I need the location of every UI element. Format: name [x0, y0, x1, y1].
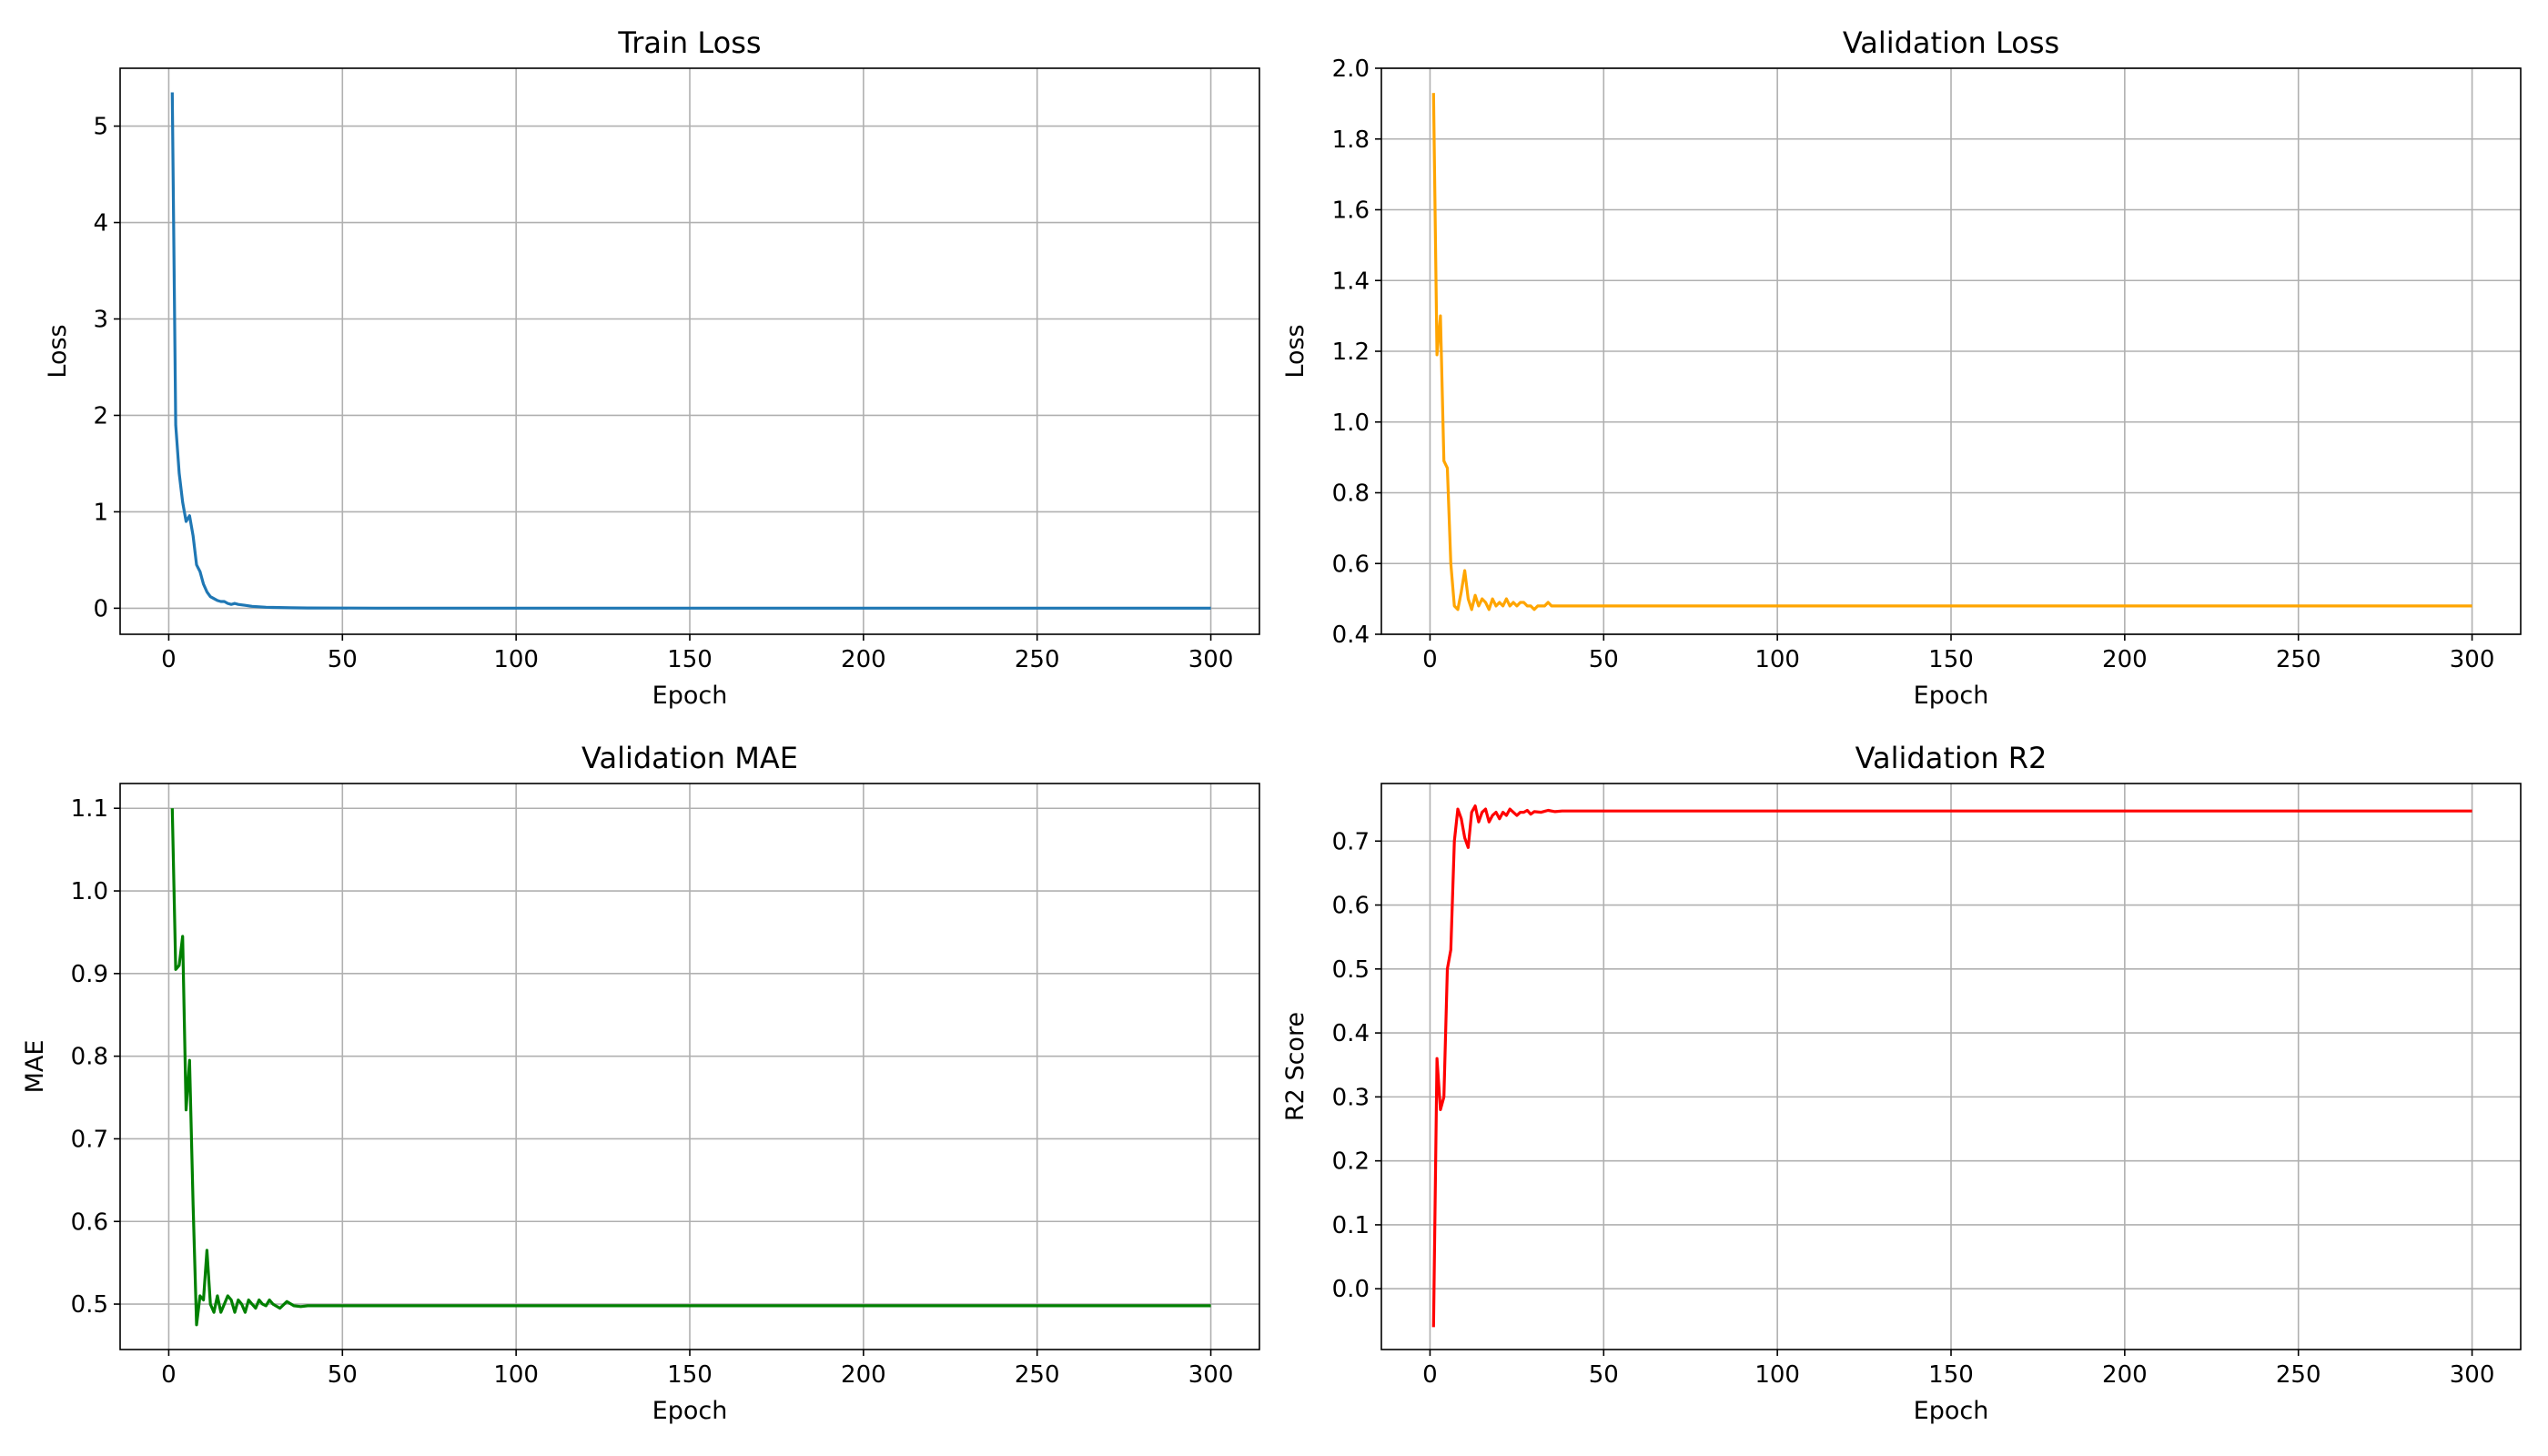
x-tick-label: 100 [493, 1361, 539, 1389]
y-tick-label: 0.8 [71, 1044, 108, 1071]
chart-title: Train Loss [617, 25, 761, 60]
chart-panel-4: 0 50 100 150 200 250 300 0.0 0.1 0.2 0.3 0.4 0.5 0.6 0… [1281, 741, 2522, 1425]
y-tick-label: 1.0 [1332, 410, 1370, 437]
y-tick-label: 0.0 [1332, 1276, 1370, 1303]
y-tick-label: 0.6 [1332, 893, 1370, 920]
x-tick-label: 200 [2102, 1361, 2148, 1389]
x-tick-label: 200 [841, 1361, 886, 1389]
x-axis-label: Epoch [1914, 682, 1989, 710]
x-tick-label: 50 [328, 646, 358, 673]
x-tick-label: 0 [161, 1361, 177, 1389]
y-axis-label: Loss [1281, 324, 1309, 378]
y-tick-label: 1.2 [1332, 339, 1370, 366]
x-tick-label: 200 [841, 646, 886, 673]
y-tick-label: 0.9 [71, 961, 108, 988]
x-tick-label: 300 [2450, 1361, 2495, 1389]
y-tick-label: 2 [93, 402, 108, 430]
x-tick-label: 100 [1754, 646, 1800, 673]
x-tick-label: 50 [1589, 1361, 1619, 1389]
x-tick-label: 150 [667, 646, 713, 673]
x-tick-label: 300 [1188, 1361, 1234, 1389]
x-tick-label: 100 [1754, 1361, 1800, 1389]
y-tick-label: 3 [93, 307, 108, 334]
chart-panel-3: 0 50 100 150 200 250 300 0.5 0.6 0.7 0.8 0.9 1.0 1.1 V… [21, 741, 1260, 1425]
x-tick-label: 200 [2102, 646, 2148, 673]
x-tick-label: 250 [1015, 1361, 1060, 1389]
x-tick-label: 150 [667, 1361, 713, 1389]
y-tick-label: 1 [93, 499, 108, 526]
y-tick-label: 0.4 [1332, 622, 1370, 649]
x-tick-label: 50 [328, 1361, 358, 1389]
y-tick-label: 0.8 [1332, 480, 1370, 508]
y-tick-label: 0.1 [1332, 1212, 1370, 1239]
y-tick-label: 5 [93, 114, 108, 141]
x-tick-label: 50 [1589, 646, 1619, 673]
x-tick-label: 0 [161, 646, 177, 673]
y-tick-label: 1.6 [1332, 197, 1370, 225]
y-tick-label: 0.6 [1332, 551, 1370, 578]
y-tick-label: 0.3 [1332, 1084, 1370, 1111]
x-tick-label: 150 [1928, 646, 1974, 673]
y-tick-label: 0.5 [71, 1291, 108, 1319]
y-tick-label: 0.4 [1332, 1020, 1370, 1047]
y-tick-label: 1.0 [71, 878, 108, 905]
y-tick-label: 4 [93, 210, 108, 238]
y-tick-label: 1.8 [1332, 126, 1370, 154]
series-line-1 [1431, 804, 2472, 1328]
x-tick-label: 300 [2450, 646, 2495, 673]
y-tick-label: 0 [93, 595, 108, 622]
y-tick-label: 0.5 [1332, 956, 1370, 984]
x-tick-label: 150 [1928, 1361, 1974, 1389]
x-tick-label: 250 [2276, 646, 2321, 673]
x-tick-label: 0 [1422, 646, 1438, 673]
x-axis-label: Epoch [652, 682, 728, 710]
chart-panel-2: 0 50 100 150 200 250 300 0.4 0.6 0.8 1.0 1.2 1.4 1.6 1… [1281, 25, 2522, 710]
x-tick-label: 250 [2276, 1361, 2321, 1389]
y-axis-label: R2 Score [1281, 1012, 1309, 1121]
y-tick-label: 0.6 [71, 1208, 108, 1236]
y-tick-label: 1.4 [1332, 268, 1370, 295]
series-line-1 [170, 808, 1211, 1327]
chart-title: Validation Loss [1843, 25, 2059, 60]
y-tick-label: 1.1 [71, 795, 108, 823]
y-tick-label: 0.7 [1332, 828, 1370, 855]
y-tick-label: 0.7 [71, 1126, 108, 1153]
x-tick-label: 0 [1422, 1361, 1438, 1389]
x-axis-label: Epoch [652, 1397, 728, 1425]
chart-title: Validation MAE [581, 741, 798, 775]
x-tick-label: 300 [1188, 646, 1234, 673]
y-axis-label: Loss [44, 324, 72, 378]
y-tick-label: 2.0 [1332, 56, 1370, 83]
x-tick-label: 250 [1015, 646, 1060, 673]
chart-title: Validation R2 [1855, 741, 2048, 775]
series-line-1 [170, 92, 1211, 610]
series-line-1 [1431, 93, 2472, 612]
chart-panel-1: 0 50 100 150 200 250 300 0 1 2 3 4 5 Train Loss Epoch L… [44, 25, 1260, 710]
x-axis-label: Epoch [1914, 1397, 1989, 1425]
x-tick-label: 100 [493, 646, 539, 673]
y-axis-label: MAE [21, 1040, 49, 1094]
y-tick-label: 0.2 [1332, 1148, 1370, 1176]
